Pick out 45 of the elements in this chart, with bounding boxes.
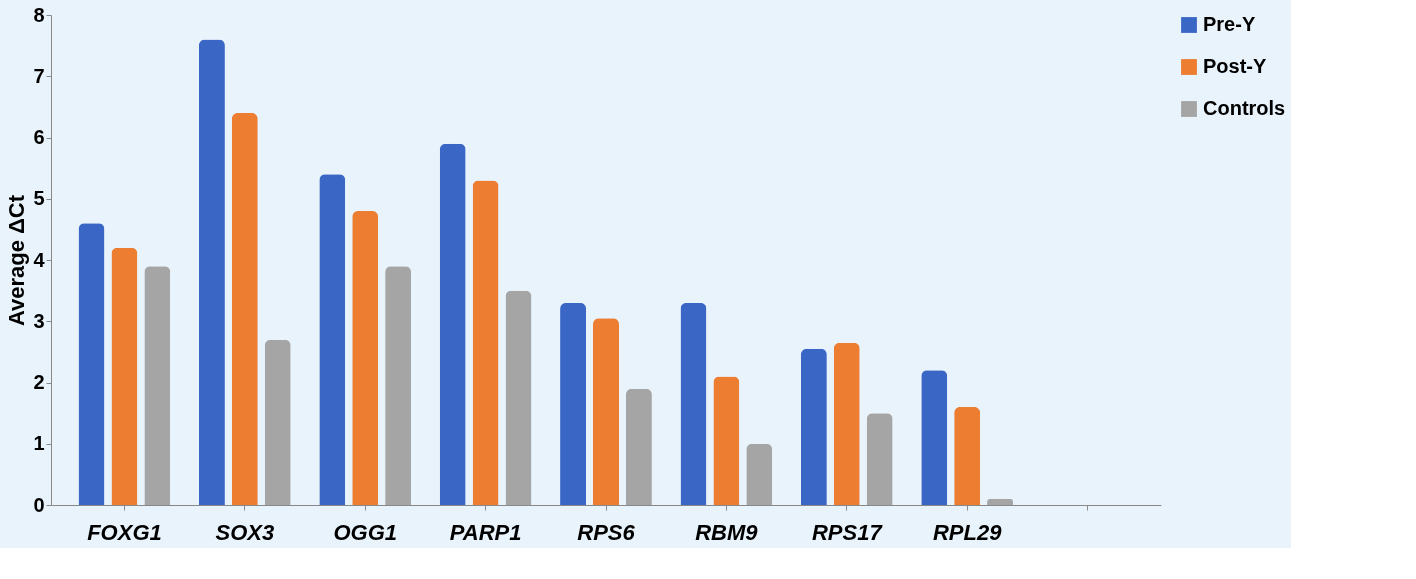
x-tick-label: RBM9 (695, 519, 759, 545)
bar (987, 498, 1014, 505)
y-tick-label: 2 (33, 371, 45, 393)
bar (144, 266, 171, 505)
y-tick-label: 7 (33, 64, 45, 87)
bar (472, 180, 499, 505)
legend-label: Pre-Y (1203, 13, 1256, 35)
bar (505, 290, 532, 505)
x-tick-label: SOX3 (215, 519, 275, 545)
y-axis-title: Average ΔCt (4, 194, 30, 327)
bar (713, 376, 740, 505)
legend-label: Controls (1203, 97, 1286, 119)
bar (352, 211, 379, 505)
x-tick-label: PARP1 (449, 519, 522, 545)
y-tick-label: 0 (33, 493, 45, 516)
bar (866, 413, 893, 505)
bar (231, 113, 258, 505)
bar (198, 39, 225, 505)
x-tick-label: FOXG1 (87, 519, 162, 545)
legend-label: Post-Y (1203, 55, 1267, 77)
y-tick-label: 8 (33, 3, 45, 26)
y-tick-label: 3 (33, 309, 45, 332)
x-tick-label: RPS6 (577, 519, 636, 545)
bar (800, 348, 827, 505)
bar (680, 302, 707, 505)
y-tick-label: 4 (33, 248, 46, 271)
bar (833, 342, 860, 505)
bar (111, 247, 138, 505)
bar (385, 266, 412, 505)
x-tick-label: OGG1 (333, 519, 398, 545)
y-tick-label: 5 (33, 187, 45, 210)
bar (78, 223, 105, 505)
x-tick-label: RPS17 (811, 519, 884, 545)
bar (439, 143, 466, 505)
x-tick-label: RPL29 (932, 519, 1003, 545)
y-tick-label: 1 (33, 432, 45, 455)
bar (560, 302, 587, 505)
bar (625, 388, 652, 505)
bar (264, 339, 291, 505)
y-tick-label: 6 (33, 126, 45, 148)
bar (593, 318, 619, 505)
bar (746, 443, 773, 505)
bar (319, 174, 346, 505)
bar (921, 370, 948, 505)
bar (954, 407, 981, 505)
